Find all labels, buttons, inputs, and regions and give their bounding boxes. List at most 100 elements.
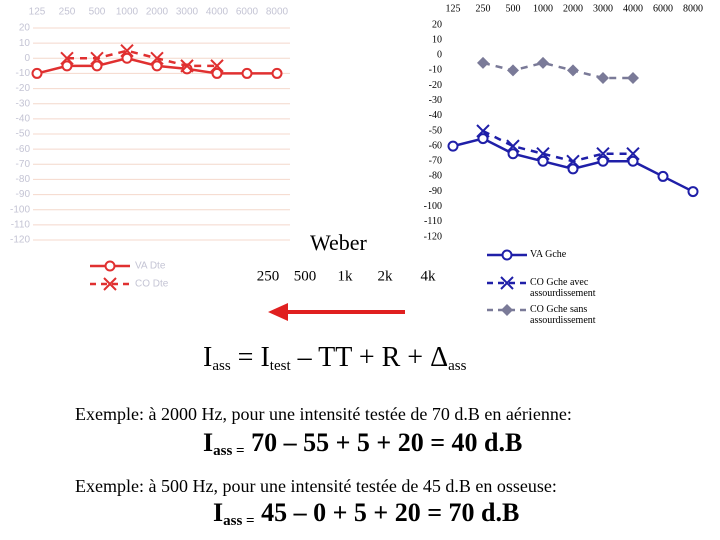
x-tick-label: 1000: [533, 3, 553, 14]
weber-arrowhead: [268, 303, 288, 321]
y-tick-label: -110: [424, 216, 442, 227]
x-tick-label: 8000: [266, 7, 289, 18]
formula-subscript: ass: [448, 358, 467, 374]
example-text: Exemple: à 2000 Hz, pour une intensité t…: [75, 404, 572, 424]
y-tick-label: -50: [16, 129, 31, 140]
point: [151, 60, 163, 72]
legend-label: VA Gche: [530, 249, 567, 260]
formula-term: I: [203, 342, 213, 373]
point: [506, 139, 520, 153]
y-tick-label: -100: [10, 204, 30, 215]
point: [271, 67, 283, 79]
point: [626, 147, 640, 161]
x-tick-label: 250: [476, 3, 491, 14]
y-tick-label: -50: [429, 125, 442, 136]
point: [507, 64, 519, 77]
y-tick-label: -120: [10, 235, 30, 246]
point: [181, 63, 193, 75]
point: [477, 56, 489, 69]
y-tick-label: 10: [19, 38, 31, 49]
point: [537, 155, 549, 167]
y-tick-label: -10: [16, 68, 31, 79]
y-tick-label: 20: [19, 23, 31, 34]
formula-term: 70 – 55 + 5 + 20 = 40 d.B: [244, 428, 523, 457]
example-text: Exemple: à 500 Hz, pour une intensité te…: [75, 476, 557, 496]
formula-subscript: ass =: [213, 443, 245, 459]
point: [507, 148, 519, 160]
point: [121, 52, 133, 64]
x-tick-label: 500: [89, 7, 106, 18]
y-tick-label: -110: [11, 219, 31, 230]
y-tick-label: -90: [429, 186, 442, 197]
y-tick-label: -80: [429, 171, 442, 182]
point: [150, 51, 164, 65]
point: [180, 59, 194, 73]
point: [537, 56, 549, 69]
weber-label: 1k: [338, 268, 354, 284]
x-tick-label: 3000: [176, 7, 199, 18]
y-tick-label: -10: [429, 65, 442, 76]
weber-title: Weber: [310, 230, 368, 255]
x-tick-label: 4000: [206, 7, 229, 18]
formula: Iass = 45 – 0 + 5 + 20 = 70 d.B: [213, 498, 519, 530]
y-tick-label: -60: [429, 140, 442, 151]
point: [566, 154, 580, 168]
point: [210, 59, 224, 73]
point: [567, 64, 579, 77]
point: [31, 67, 43, 79]
point: [241, 67, 253, 79]
point: [627, 72, 639, 84]
y-tick-label: -120: [424, 231, 442, 242]
x-tick-label: 2000: [146, 7, 169, 18]
y-tick-label: 0: [437, 50, 442, 61]
weber-label: 250: [257, 268, 280, 284]
point: [687, 186, 699, 198]
point: [597, 72, 609, 84]
y-tick-label: -40: [16, 113, 31, 124]
formula-subscript: ass: [212, 358, 231, 374]
point: [501, 249, 513, 261]
series-line: [482, 61, 633, 80]
y-tick-label: -70: [429, 156, 442, 167]
x-tick-label: 2000: [563, 3, 583, 14]
x-tick-label: 8000: [683, 3, 703, 14]
y-tick-label: -100: [424, 201, 442, 212]
formula: Iass = Itest – TT + R + Δass: [203, 342, 466, 375]
x-tick-label: 4000: [623, 3, 643, 14]
y-tick-label: -80: [16, 174, 31, 185]
formula-term: I: [213, 498, 224, 527]
formula-term: 45 – 0 + 5 + 20 = 70 d.B: [254, 498, 520, 527]
x-tick-label: 125: [29, 7, 46, 18]
point: [597, 155, 609, 167]
formula-subscript: test: [269, 358, 291, 374]
formula-term: – TT + R + Δ: [290, 342, 449, 373]
point: [477, 133, 489, 145]
formula-term: = I: [230, 342, 270, 373]
point: [501, 304, 513, 316]
y-tick-label: -30: [429, 95, 442, 106]
y-tick-label: -90: [16, 189, 31, 200]
y-tick-label: -70: [16, 159, 31, 170]
legend-label: VA Dte: [135, 261, 166, 272]
point: [536, 147, 550, 161]
legend-label: CO Gche sans assourdissement: [530, 304, 596, 326]
y-tick-label: -30: [16, 98, 31, 109]
point: [103, 277, 117, 291]
formula-term: I: [203, 428, 214, 457]
x-tick-label: 125: [446, 3, 461, 14]
x-tick-label: 6000: [653, 3, 673, 14]
point: [627, 155, 639, 167]
x-tick-label: 6000: [236, 7, 259, 18]
point: [476, 124, 490, 138]
point: [596, 147, 610, 161]
point: [91, 60, 103, 72]
x-tick-label: 3000: [593, 3, 613, 14]
point: [447, 140, 459, 152]
formula: Iass = 70 – 55 + 5 + 20 = 40 d.B: [203, 428, 522, 460]
y-tick-label: 20: [432, 19, 442, 30]
point: [500, 276, 514, 290]
y-tick-label: -60: [16, 144, 31, 155]
point: [120, 44, 134, 58]
